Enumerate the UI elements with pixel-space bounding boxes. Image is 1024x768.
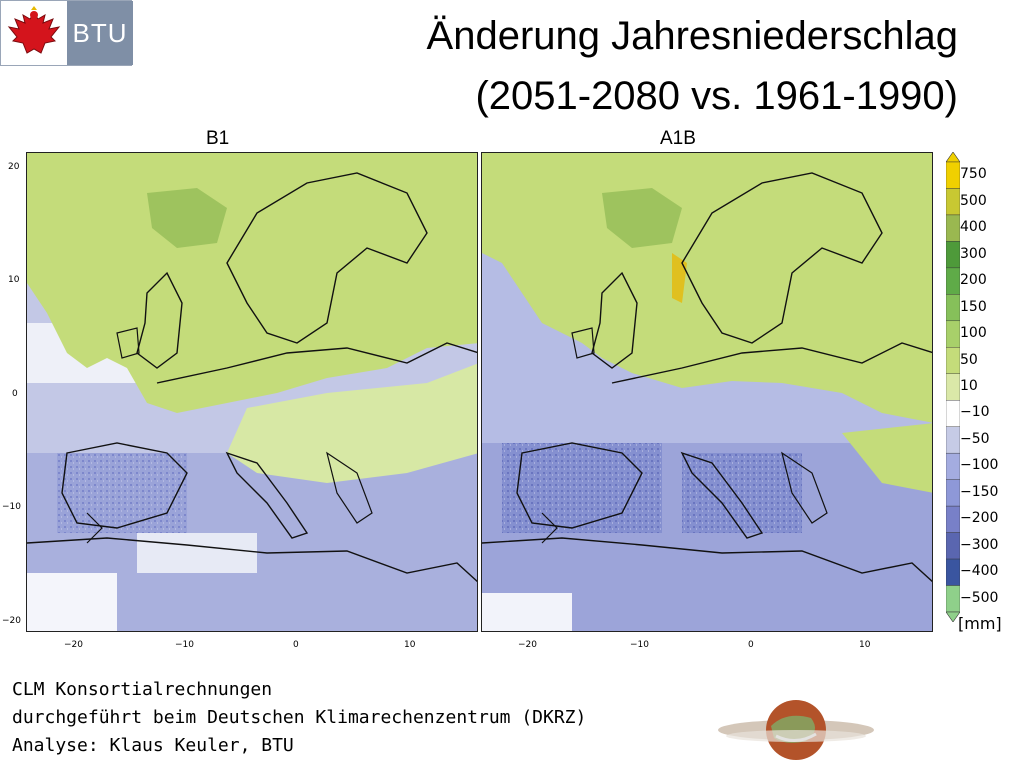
legend-label: −10 (960, 404, 990, 421)
legend-label: 500 (960, 192, 987, 209)
credits-block: CLM Konsortialrechnungen durchgeführt be… (12, 676, 586, 760)
globe-icon (718, 700, 874, 760)
legend-swatch (946, 373, 960, 401)
y-tick-label: 0 (12, 389, 18, 399)
map-panel-a1b (481, 152, 933, 632)
legend-swatch (946, 479, 960, 507)
panel-label-b1: B1 (206, 128, 230, 149)
legend-label: 10 (960, 378, 978, 394)
x-tick-label: −20 (518, 640, 537, 650)
slide-title: Änderung Jahresniederschlag (2051-2080 v… (427, 6, 958, 126)
btu-logo: BTU (0, 0, 133, 66)
legend-arrow-top (946, 152, 960, 163)
precip-change-map-a1b (482, 153, 932, 631)
legend-label: 750 (960, 166, 987, 183)
legend-label: 300 (960, 245, 987, 262)
y-tick-label: −10 (2, 502, 21, 512)
btu-wordmark: BTU (67, 1, 133, 65)
legend-arrow-bottom (946, 611, 960, 622)
credits-line-2: durchgeführt beim Deutschen Klimarechenz… (12, 707, 587, 728)
credits-line-3: Analyse: Klaus Keuler, BTU (12, 735, 294, 756)
legend-label: −100 (960, 457, 999, 474)
legend-swatch (946, 558, 960, 586)
x-tick-label: 0 (293, 640, 299, 650)
legend-label: −200 (960, 510, 999, 527)
x-tick-label: −10 (175, 640, 194, 650)
legend-swatch (946, 452, 960, 480)
x-tick-label: 10 (859, 640, 871, 650)
legend-swatch (946, 161, 960, 189)
legend-swatch (946, 400, 960, 427)
legend-swatch (946, 241, 960, 269)
legend-swatch (946, 347, 960, 374)
legend-swatch (946, 267, 960, 295)
y-tick-label: 10 (8, 275, 20, 285)
x-tick-label: 10 (404, 640, 416, 650)
legend-label: −150 (960, 483, 999, 500)
legend-swatch (946, 188, 960, 216)
legend-unit: [mm] (958, 614, 1002, 633)
legend-label: −50 (960, 430, 990, 447)
credits-line-1: CLM Konsortialrechnungen (12, 679, 273, 700)
legend-label: 400 (960, 219, 987, 236)
color-legend-bar (946, 152, 960, 622)
legend-swatch (946, 532, 960, 560)
title-line-1: Änderung Jahresniederschlag (426, 14, 958, 58)
map-panel-b1 (26, 152, 478, 632)
legend-label: 100 (960, 325, 987, 342)
legend-swatch (946, 320, 960, 348)
x-tick-label: 0 (748, 640, 754, 650)
legend-swatch (946, 214, 960, 242)
title-line-2: (2051-2080 vs. 1961-1990) (475, 74, 958, 118)
legend-label: −400 (960, 563, 999, 580)
legend-swatch (946, 585, 960, 613)
y-tick-label: −20 (2, 616, 21, 626)
legend-label: −300 (960, 536, 999, 553)
legend-label: 150 (960, 298, 987, 315)
legend-swatch (946, 505, 960, 533)
panel-label-a1b: A1B (660, 128, 696, 149)
legend-label: 50 (960, 351, 978, 368)
x-tick-label: −20 (64, 640, 83, 650)
legend-swatch (946, 426, 960, 454)
y-tick-label: 20 (8, 162, 20, 172)
x-tick-label: −10 (630, 640, 649, 650)
legend-label: −500 (960, 589, 999, 606)
brandenburg-eagle-icon (7, 6, 61, 54)
legend-swatch (946, 294, 960, 322)
precip-change-map-b1 (27, 153, 477, 631)
legend-label: 200 (960, 272, 987, 289)
